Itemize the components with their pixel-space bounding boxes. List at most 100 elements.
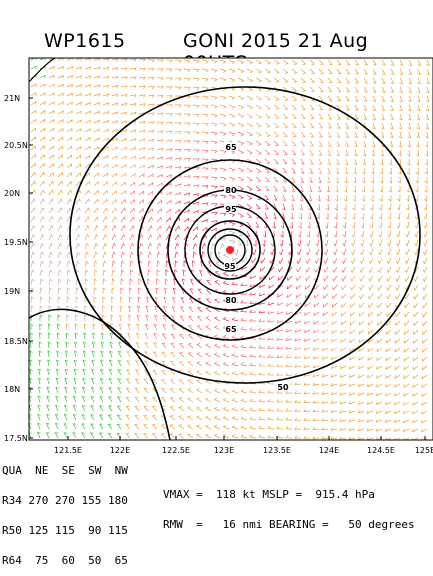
wind-barb (30, 83, 37, 88)
wind-barb (111, 278, 115, 286)
wind-barb (84, 269, 89, 277)
wind-barb (358, 311, 365, 318)
wind-barb (394, 365, 401, 371)
wind-barb (408, 95, 412, 103)
wind-barb (228, 122, 236, 127)
wind-barb (394, 401, 401, 406)
wind-barb (57, 189, 63, 196)
wind-barb (54, 423, 59, 430)
wind-barb (153, 342, 158, 349)
wind-barb (57, 171, 64, 178)
wind-barb (366, 427, 374, 432)
wind-barb (285, 337, 293, 342)
wind-barb (138, 190, 145, 196)
wind-barb (72, 396, 77, 403)
wind-barb (111, 102, 119, 107)
wind-barb (47, 359, 51, 367)
wind-barb (264, 122, 271, 128)
wind-barb (56, 359, 60, 367)
wind-barb (390, 68, 395, 75)
wind-barb (108, 396, 113, 403)
wind-barb (179, 333, 185, 340)
wind-barb (369, 230, 374, 238)
wind-barb (48, 278, 53, 286)
wind-barb (246, 59, 254, 65)
wind-barb (201, 218, 208, 223)
wind-barb (29, 432, 32, 439)
wind-barb (138, 138, 146, 142)
wind-barb (413, 302, 419, 309)
wind-barb (388, 185, 392, 193)
wind-barb (169, 424, 176, 430)
wind-barb (249, 353, 257, 358)
wind-barb (222, 343, 230, 349)
wind-barb (48, 127, 55, 133)
wind-barb (376, 383, 383, 388)
wind-barb (399, 77, 404, 84)
wind-barb (377, 302, 383, 309)
wind-barb (120, 278, 124, 286)
wind-barb (213, 352, 221, 358)
wind-barb (381, 95, 386, 102)
wind-barb (75, 242, 81, 250)
wind-barb (63, 423, 68, 430)
longitude-tick-labels: 121.5E 122E 122.5E 123E 123.5E 124E 124.5E 125E (54, 436, 433, 455)
wind-barb (399, 104, 403, 112)
wind-barb (101, 323, 105, 331)
wind-barb (397, 167, 402, 175)
wind-barb (398, 131, 403, 139)
wind-barb (156, 208, 163, 214)
wind-barb (81, 396, 86, 403)
wind-barb (331, 302, 338, 308)
wind-barb (201, 185, 209, 189)
wind-barb (129, 58, 137, 62)
wind-barb (129, 233, 135, 241)
wind-barb (394, 428, 401, 432)
wind-barb (377, 293, 383, 300)
wind-barb (295, 293, 302, 299)
wind-barb (249, 398, 257, 403)
wind-barb (147, 269, 151, 277)
wind-barb (125, 432, 131, 439)
wind-barb (46, 386, 51, 394)
wind-barb (413, 293, 419, 300)
wind-radii-col-ne: NE (35, 464, 49, 477)
wind-barb (156, 86, 164, 90)
wind-barb (276, 408, 284, 412)
wind-barb (372, 104, 377, 111)
wind-barb (344, 176, 348, 184)
wind-barb (66, 101, 73, 106)
wind-barb (336, 140, 341, 147)
wind-barb (93, 269, 98, 277)
wind-barb (259, 284, 266, 289)
wind-barb (93, 172, 100, 178)
wind-barb (273, 59, 280, 65)
wind-barb (93, 128, 100, 133)
wind-barb (349, 338, 356, 344)
wind-barb (375, 428, 383, 432)
wind-barb (84, 224, 90, 232)
wind-barb (219, 95, 227, 100)
wind-barb (267, 310, 275, 315)
wind-barb (165, 86, 173, 90)
wind-barb (45, 423, 50, 430)
wind-barb (341, 284, 347, 291)
wind-barb (57, 323, 61, 331)
wind-barb (397, 194, 401, 202)
wind-barb (174, 200, 181, 205)
wind-barb (237, 239, 242, 246)
wind-barb (129, 173, 136, 178)
wind-barb (258, 327, 266, 331)
wind-barb (30, 109, 37, 115)
wind-barb (360, 212, 365, 220)
wind-barb (188, 315, 194, 322)
wind-barb (135, 333, 140, 340)
wind-barb (165, 121, 173, 126)
wind-barb (108, 405, 113, 412)
wind-barb (368, 284, 374, 291)
wind-barb (246, 122, 254, 128)
wind-barb (228, 194, 236, 199)
wind-barb (102, 287, 106, 295)
wind-barb (39, 269, 44, 277)
wind-barb (399, 86, 403, 93)
